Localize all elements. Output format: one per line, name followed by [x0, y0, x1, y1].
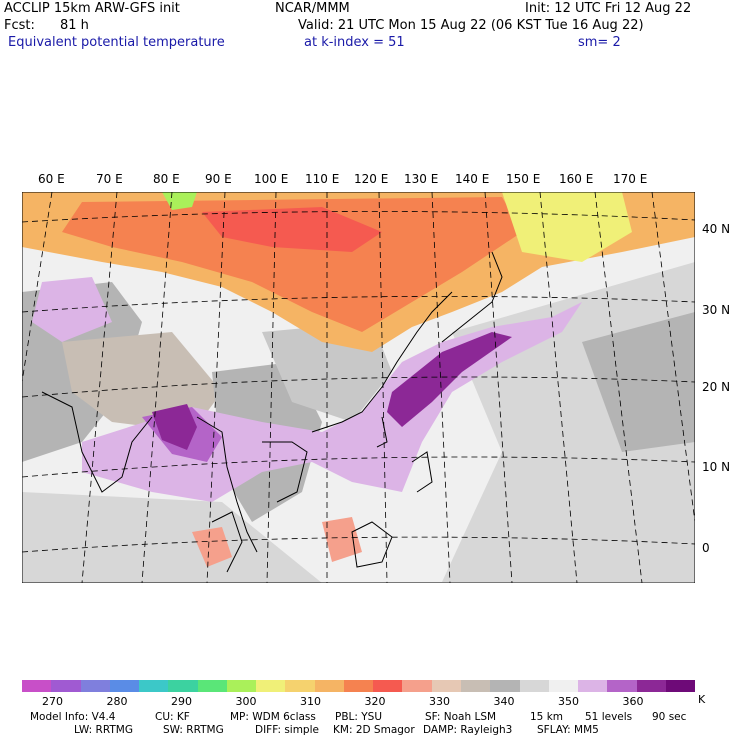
colorbar-swatch: [460, 680, 491, 692]
colorbar-swatch: [665, 680, 696, 692]
colorbar-swatch: [197, 680, 227, 692]
colorbar-swatch: [402, 680, 432, 692]
lon-label-100e: 100 E: [254, 172, 289, 186]
salmon-spots: [192, 517, 362, 567]
lon-label-110e: 110 E: [305, 172, 340, 186]
coastlines: [41, 251, 503, 573]
colorbar-swatch: [226, 680, 257, 692]
lat-label-40n: 40 N: [702, 222, 731, 236]
lon-label-90e: 90 E: [205, 172, 232, 186]
footer-model-info: Model Info: V4.4: [30, 711, 116, 723]
lat-label-30n: 30 N: [702, 303, 731, 317]
colorbar-tick-label: 350: [558, 695, 579, 708]
gray-region-south: [22, 492, 322, 583]
lat-label-20n: 20 N: [702, 380, 731, 394]
lon-label-70e: 70 E: [96, 172, 123, 186]
lon-label-60e: 60 E: [38, 172, 65, 186]
lon-label-170e: 170 E: [613, 172, 648, 186]
colorbar-swatch: [314, 680, 344, 692]
footer-damp: DAMP: Rayleigh3: [423, 724, 513, 736]
colorbar-swatch: [256, 680, 286, 692]
lon-label-140e: 140 E: [455, 172, 490, 186]
gray-region-pacific-dark: [582, 312, 695, 452]
forecast-hours: 81 h: [60, 18, 89, 33]
lon-label-160e: 160 E: [559, 172, 594, 186]
colorbar-swatch: [168, 680, 198, 692]
colorbar-swatch: [548, 680, 579, 692]
init-time: Init: 12 UTC Fri 12 Aug 22: [525, 1, 692, 16]
colorbar-unit: K: [698, 693, 706, 706]
colorbar-swatch: [578, 680, 608, 692]
colorbar-swatch: [636, 680, 666, 692]
cool-corner: [502, 192, 632, 262]
colorbar-tick-label: 270: [42, 695, 63, 708]
lon-label-150e: 150 E: [506, 172, 541, 186]
colorbar-tick-label: 280: [106, 695, 128, 708]
colorbar-swatch: [285, 680, 315, 692]
colorbar-swatch: [431, 680, 461, 692]
footer-sw: SW: RRTMG: [163, 724, 224, 736]
lon-label-130e: 130 E: [404, 172, 439, 186]
footer-pbl: PBL: YSU: [335, 711, 383, 723]
colorbar-swatch: [109, 680, 140, 692]
purple-core-bay: [152, 404, 197, 450]
theta-e-map: [22, 192, 695, 583]
lon-label-120e: 120 E: [354, 172, 389, 186]
colorbar: [22, 680, 696, 692]
colorbar-swatch: [519, 680, 549, 692]
colorbar-swatch: [490, 680, 520, 692]
colorbar-tick-label: 340: [493, 695, 515, 708]
colorbar-swatch: [373, 680, 403, 692]
forecast-label: Fcst:: [4, 18, 35, 33]
smoothing-info: sm= 2: [578, 35, 621, 50]
organization: NCAR/MMM: [275, 1, 350, 16]
lat-label-0: 0: [702, 541, 710, 555]
colorbar-tick-label: 290: [171, 695, 192, 708]
colorbar-tick-label: 360: [622, 695, 644, 708]
footer-sf: SF: Noah LSM: [425, 711, 497, 723]
colorbar-tick-label: 330: [429, 695, 450, 708]
colorbar-swatch: [139, 680, 169, 692]
footer-lw: LW: RRTMG: [74, 724, 133, 736]
footer-km: KM: 2D Smagor: [333, 724, 415, 736]
colorbar-swatch: [343, 680, 374, 692]
footer-diff: DIFF: simple: [255, 724, 319, 736]
hot-spots: [202, 207, 382, 252]
purple-core-japan: [387, 332, 512, 427]
footer-timestep: 90 sec: [652, 711, 687, 723]
footer-cu: CU: KF: [155, 711, 190, 723]
colorbar-tick-label: 300: [235, 695, 257, 708]
graticule: [22, 192, 695, 583]
purple-north-west: [32, 277, 112, 342]
footer-mp: MP: WDM 6class: [230, 711, 316, 723]
lat-label-10n: 10 N: [702, 460, 731, 474]
colorbar-swatch: [51, 680, 81, 692]
colorbar-tick-label: 310: [300, 695, 321, 708]
valid-time: Valid: 21 UTC Mon 15 Aug 22 (06 KST Tue …: [298, 18, 644, 33]
level-info: at k-index = 51: [304, 35, 405, 50]
lon-label-80e: 80 E: [153, 172, 180, 186]
colorbar-tick-label: 320: [364, 695, 386, 708]
colorbar-swatch: [607, 680, 637, 692]
colorbar-swatch: [80, 680, 110, 692]
footer-levels: 51 levels: [585, 711, 633, 723]
footer-resolution: 15 km: [530, 711, 564, 723]
warm-band-core: [62, 197, 522, 332]
field-name: Equivalent potential temperature: [8, 35, 225, 50]
model-title: ACCLIP 15km ARW-GFS init: [4, 1, 180, 16]
footer-sflay: SFLAY: MM5: [537, 724, 599, 736]
colorbar-swatch: [22, 680, 52, 692]
